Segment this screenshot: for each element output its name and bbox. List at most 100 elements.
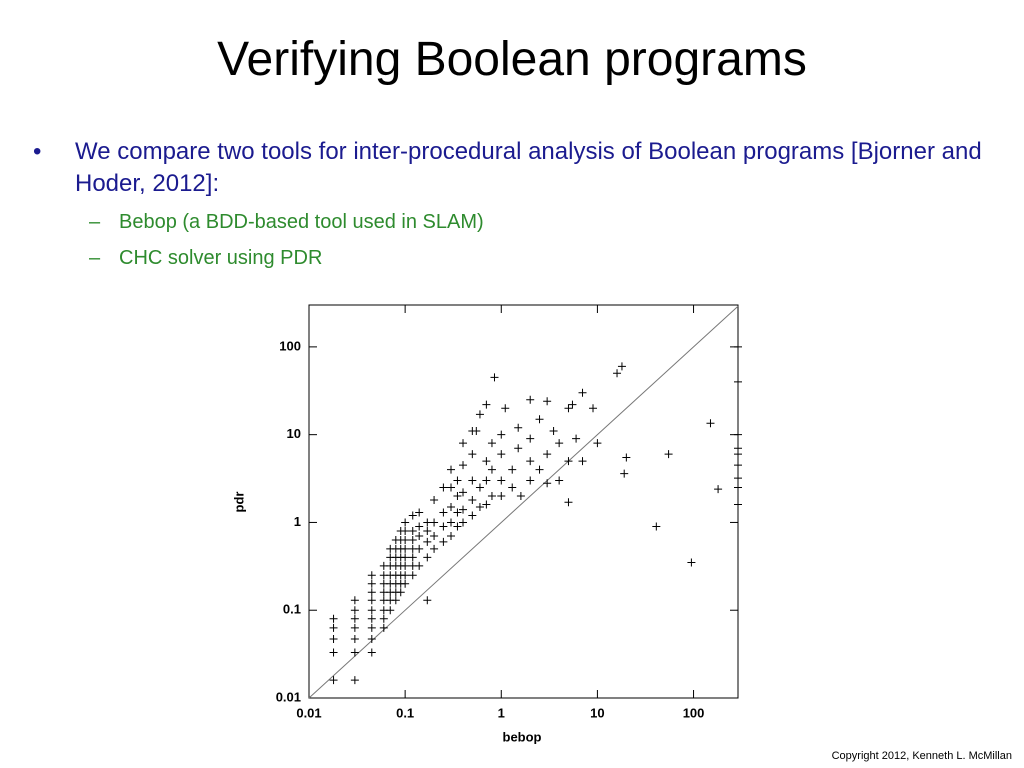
- scatter-point: [482, 500, 491, 509]
- scatter-point: [439, 522, 448, 531]
- x-tick-label: 10: [590, 705, 604, 720]
- scatter-point: [408, 553, 417, 562]
- slide-title: Verifying Boolean programs: [217, 33, 807, 86]
- scatter-point: [329, 648, 338, 657]
- scatter-point: [622, 453, 631, 462]
- scatter-point: [367, 614, 376, 623]
- scatter-point: [487, 492, 496, 501]
- scatter-point: [555, 439, 564, 448]
- scatter-point: [613, 369, 622, 378]
- scatter-point: [543, 450, 552, 459]
- scatter-point: [423, 537, 432, 546]
- scatter-point: [687, 558, 696, 567]
- scatter-point: [734, 342, 742, 351]
- scatter-point: [564, 404, 573, 413]
- scatter-point: [497, 450, 506, 459]
- scatter-point: [396, 588, 405, 597]
- bullet-text: We compare two tools for inter-procedura…: [75, 138, 982, 197]
- scatter-point: [367, 579, 376, 588]
- scatter-point: [415, 561, 424, 570]
- y-tick-label: 0.1: [283, 602, 301, 617]
- scatter-point: [447, 483, 456, 492]
- scatter-point: [408, 511, 417, 520]
- scatter-point: [401, 561, 410, 570]
- diagonal-reference: [308, 305, 739, 699]
- scatter-point: [564, 457, 573, 466]
- scatter-point: [734, 430, 742, 439]
- scatter-point: [572, 434, 581, 443]
- scatter-point: [714, 485, 723, 494]
- scatter-point: [350, 623, 359, 632]
- y-tick-label: 0.01: [276, 689, 301, 704]
- scatter-point: [329, 614, 338, 623]
- scatter-point: [415, 508, 424, 517]
- scatter-point: [543, 479, 552, 488]
- scatter-point: [415, 544, 424, 553]
- bullet-list: We compare two tools for inter-procedura…: [33, 136, 1000, 276]
- scatter-point: [367, 596, 376, 605]
- scatter-point: [415, 532, 424, 541]
- scatter-point: [578, 457, 587, 466]
- scatter-point: [490, 373, 499, 382]
- scatter-point: [447, 502, 456, 511]
- scatter-point: [487, 465, 496, 474]
- scatter-point: [401, 526, 410, 535]
- scatter-point: [459, 505, 468, 514]
- scatter-point: [447, 465, 456, 474]
- scatter-point: [367, 571, 376, 580]
- scatter-point: [379, 623, 388, 632]
- scatter-point: [459, 439, 468, 448]
- scatter-point: [468, 511, 477, 520]
- scatter-point: [447, 518, 456, 527]
- scatter-point: [472, 427, 481, 436]
- scatter-point: [549, 427, 558, 436]
- x-axis-label: bebop: [503, 729, 542, 744]
- scatter-point: [329, 676, 338, 685]
- scatter-point: [367, 623, 376, 632]
- scatter-point: [350, 635, 359, 644]
- scatter-point: [350, 606, 359, 615]
- scatter-point: [350, 596, 359, 605]
- scatter-point: [423, 553, 432, 562]
- scatter-point: [514, 423, 523, 432]
- scatter-point: [734, 461, 742, 470]
- scatter-point: [734, 444, 742, 453]
- scatter-point: [475, 410, 484, 419]
- y-axis-label: pdr: [231, 492, 246, 513]
- scatter-point: [430, 496, 439, 505]
- scatter-point: [497, 476, 506, 485]
- scatter-point: [468, 476, 477, 485]
- scatter-point: [617, 362, 626, 371]
- scatter-point: [508, 483, 517, 492]
- scatter-point: [497, 430, 506, 439]
- scatter-point: [568, 400, 577, 409]
- scatter-point: [430, 532, 439, 541]
- sub-bullet: CHC solver using PDR: [89, 240, 1000, 276]
- scatter-point: [401, 553, 410, 562]
- scatter-point: [401, 518, 410, 527]
- scatter-point: [501, 404, 510, 413]
- scatter-point: [439, 483, 448, 492]
- scatter-point: [526, 434, 535, 443]
- scatter-point: [475, 483, 484, 492]
- scatter-point: [350, 676, 359, 685]
- scatter-point: [453, 476, 462, 485]
- scatter-point: [535, 415, 544, 424]
- sub-bullet: Bebop (a BDD-based tool used in SLAM): [89, 204, 1000, 240]
- scatter-point: [329, 635, 338, 644]
- x-tick-label: 0.01: [296, 705, 321, 720]
- scatter-point: [526, 476, 535, 485]
- sub-bullet-list: Bebop (a BDD-based tool used in SLAM) CH…: [75, 204, 1000, 276]
- scatter-point: [514, 444, 523, 453]
- scatter-point: [423, 518, 432, 527]
- scatter-point: [408, 571, 417, 580]
- scatter-point: [350, 648, 359, 657]
- scatter-point: [453, 508, 462, 517]
- scatter-point: [734, 377, 742, 386]
- scatter-point: [386, 606, 395, 615]
- scatter-point: [401, 579, 410, 588]
- scatter-point: [734, 474, 742, 483]
- scatter-point: [367, 606, 376, 615]
